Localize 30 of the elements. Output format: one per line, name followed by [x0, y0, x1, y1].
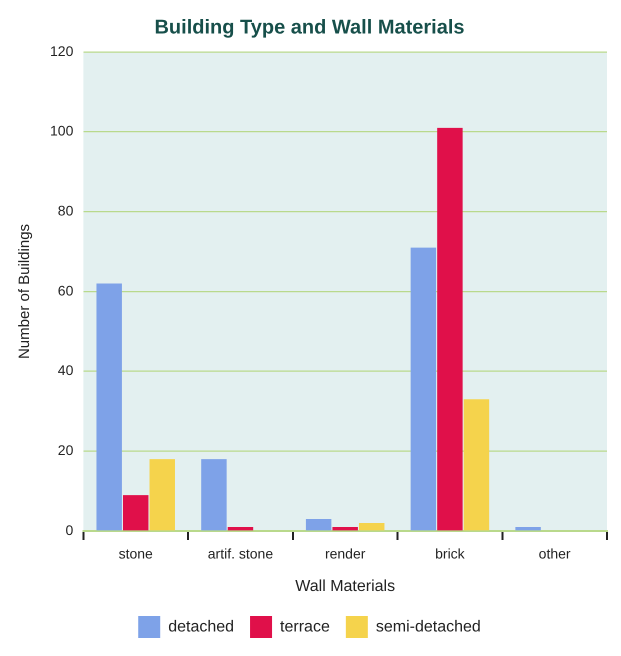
y-tick-label: 80	[58, 202, 74, 219]
chart-title: Building Type and Wall Materials	[154, 16, 465, 39]
bar	[515, 527, 541, 530]
x-tick-label: render	[324, 545, 366, 562]
y-tick-label: 60	[58, 282, 74, 298]
y-tick-label: 120	[50, 42, 74, 59]
x-tick-label: brick	[435, 545, 466, 562]
legend-label: terrace	[280, 618, 330, 636]
legend-label: semi-detached	[376, 618, 481, 636]
bar	[201, 459, 227, 530]
bar	[96, 284, 122, 530]
x-tick-label: stone	[118, 545, 154, 562]
bar	[122, 495, 148, 530]
bar	[150, 459, 175, 530]
y-axis-title: Number of Buildings	[16, 224, 34, 360]
x-axis-title: Wall Materials	[295, 578, 396, 595]
bar	[464, 399, 490, 530]
bar	[410, 248, 436, 530]
y-tick-label: 0	[66, 522, 74, 538]
x-tick-label: artif. stone	[208, 545, 274, 562]
x-tick-label: other	[538, 545, 571, 562]
y-tick-label: 20	[58, 442, 74, 458]
bar	[228, 527, 254, 530]
y-tick-label: 40	[58, 362, 74, 378]
bar	[306, 519, 332, 530]
legend-label: detached	[168, 618, 234, 636]
bar	[437, 128, 463, 530]
bar	[358, 523, 384, 530]
y-tick-label: 100	[50, 122, 74, 139]
bar	[332, 527, 358, 530]
